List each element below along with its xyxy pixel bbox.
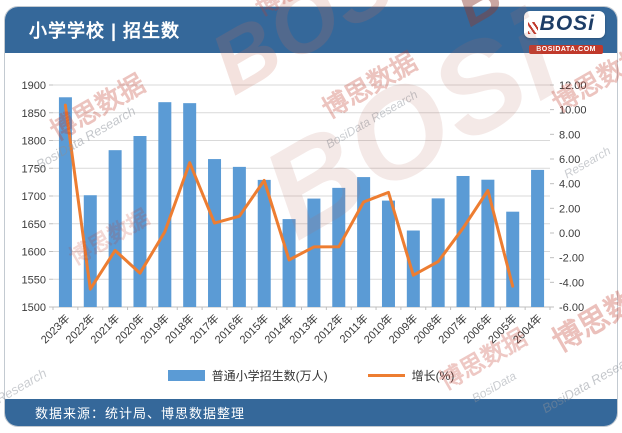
legend-label-growth: 增长(%) bbox=[411, 368, 455, 383]
page-title: 小学学校 | 招生数 bbox=[29, 21, 181, 41]
bar-2016年 bbox=[232, 166, 246, 307]
bar-2021年 bbox=[108, 150, 122, 307]
left-axis-label: 1550 bbox=[22, 274, 46, 286]
bar-2018年 bbox=[183, 103, 197, 307]
right-axis-label: -2.00 bbox=[559, 253, 584, 265]
right-axis-label: 6.00 bbox=[559, 154, 580, 166]
legend-item-growth: 增长(%) bbox=[367, 367, 455, 384]
bar-2017年 bbox=[208, 159, 222, 307]
right-axis-label: -6.00 bbox=[559, 302, 584, 314]
bar-2005年 bbox=[506, 211, 520, 307]
legend-item-enrollment: 普通小学招生数(万人) bbox=[167, 367, 328, 384]
left-axis-label: 1500 bbox=[22, 302, 46, 314]
bar-2013年 bbox=[307, 198, 321, 307]
logo-text: BOSi bbox=[539, 12, 595, 35]
bar-2004年 bbox=[531, 169, 545, 307]
chart-legend: 普通小学招生数(万人) 增长(%) bbox=[5, 365, 617, 385]
chart-canvas: 1500 1550 1600 1650 1700 1750 1800 1850 1900 -6.0… bbox=[22, 80, 587, 346]
right-axis-label: -4.00 bbox=[559, 277, 584, 289]
left-axis-label: 1750 bbox=[22, 163, 46, 175]
bar-2009年 bbox=[406, 230, 420, 307]
left-axis-label: 1900 bbox=[22, 80, 46, 92]
bar-2020年 bbox=[133, 136, 147, 307]
bar-2023年 bbox=[58, 97, 72, 307]
bar-2011年 bbox=[357, 177, 371, 307]
report-card: 小学学校 | 招生数 BOSi BOSIDATA.COM 1500 1550 160… bbox=[4, 6, 618, 427]
line-series-swatch bbox=[367, 373, 405, 377]
bar-2010年 bbox=[381, 200, 395, 307]
left-axis-label: 1850 bbox=[22, 108, 46, 120]
logo-domain-banner: BOSIDATA.COM bbox=[529, 45, 603, 54]
right-axis-label: 4.00 bbox=[559, 179, 580, 191]
chart-area: 1500 1550 1600 1650 1700 1750 1800 1850 1900 -6.0… bbox=[5, 53, 617, 365]
bar-2006年 bbox=[481, 179, 495, 307]
left-axis-label: 1800 bbox=[22, 136, 46, 148]
right-axis-label: 10.00 bbox=[559, 105, 587, 117]
bosi-logo: BOSi BOSIDATA.COM bbox=[501, 11, 605, 56]
footer-bar: 数据来源：统计局、博思数据整理 bbox=[5, 399, 617, 426]
header-bar: 小学学校 | 招生数 bbox=[5, 7, 617, 53]
left-axis-label: 1600 bbox=[22, 247, 46, 259]
bar-2022年 bbox=[83, 195, 97, 307]
left-axis-label: 1650 bbox=[22, 219, 46, 231]
bar-2008年 bbox=[431, 198, 445, 307]
right-axis-label: 2.00 bbox=[559, 203, 580, 215]
bar-2007年 bbox=[456, 175, 470, 307]
bar-2015年 bbox=[257, 179, 271, 307]
data-source-text: 数据来源：统计局、博思数据整理 bbox=[35, 406, 246, 421]
right-axis-label: 12.00 bbox=[559, 80, 587, 92]
left-axis-label: 1700 bbox=[22, 191, 46, 203]
bar-2019年 bbox=[158, 102, 172, 307]
right-axis-label: 8.00 bbox=[559, 129, 580, 141]
bar-series-swatch bbox=[167, 369, 205, 381]
growth-line bbox=[63, 103, 515, 291]
bar-2014年 bbox=[282, 219, 296, 307]
logo-box: BOSi bbox=[523, 11, 605, 38]
right-axis-label: 0.00 bbox=[559, 228, 580, 240]
legend-label-enrollment: 普通小学招生数(万人) bbox=[211, 368, 328, 383]
